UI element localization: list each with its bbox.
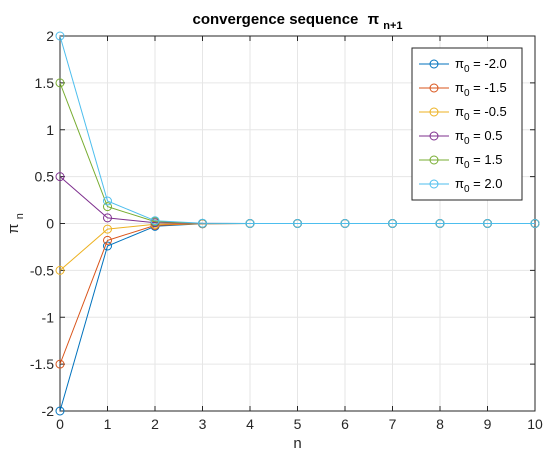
- data-point: [388, 219, 397, 228]
- legend-item: π0 = 0.5: [419, 128, 502, 147]
- x-tick-label: 3: [199, 416, 207, 432]
- legend-item: π0 = 2.0: [419, 176, 502, 195]
- legend-label-subscript: 0: [464, 112, 470, 123]
- data-point: [103, 213, 112, 223]
- chart-title: convergence sequence π n+1: [192, 11, 402, 32]
- y-tick-label: -2: [42, 403, 55, 419]
- data-point: [483, 219, 492, 228]
- legend-label: π0 = -1.5: [455, 80, 507, 99]
- data-point: [55, 406, 65, 416]
- y-tick-label: 0.5: [35, 169, 55, 185]
- data-point: [293, 219, 302, 228]
- y-tick-label: 0: [46, 216, 54, 232]
- legend-marker: [429, 59, 439, 69]
- y-axis-label-symbol: π: [5, 223, 22, 233]
- legend-label-value: = 1.5: [470, 152, 503, 167]
- data-point: [435, 219, 445, 228]
- data-point: [150, 216, 160, 226]
- chart-title-symbol: π: [368, 11, 380, 28]
- x-tick-label: 0: [56, 416, 64, 432]
- legend-marker: [429, 107, 439, 117]
- legend-label: π0 = 2.0: [455, 176, 502, 195]
- legend-label: π0 = -0.5: [455, 104, 507, 123]
- legend-label-symbol: π: [455, 80, 464, 95]
- tick-labels: 0 1 2 3 4 5 6 7 8 9 10 -2 -1.5 -1 -0.5 0 0.5 1 1.5 2: [30, 28, 543, 432]
- data-point: [530, 219, 540, 228]
- legend-marker: [429, 155, 439, 165]
- legend-item: π0 = -0.5: [419, 104, 507, 123]
- legend-marker: [429, 83, 439, 93]
- legend-label-subscript: 0: [464, 160, 470, 171]
- legend-box: [411, 47, 523, 201]
- x-tick-label: 9: [484, 416, 492, 432]
- legend-label-value: = 2.0: [470, 176, 503, 191]
- data-point: [103, 235, 112, 245]
- y-tick-label: -1.5: [30, 356, 54, 372]
- legend-label-value: = 0.5: [470, 128, 503, 143]
- data-point: [103, 196, 112, 206]
- data-point: [340, 219, 350, 228]
- x-tick-label: 8: [436, 416, 444, 432]
- legend-marker: [429, 131, 439, 141]
- legend-label-subscript: 0: [464, 64, 470, 75]
- data-point: [103, 241, 112, 251]
- data-point: [245, 219, 255, 228]
- x-tick-label: 6: [341, 416, 349, 432]
- y-tick-label: 2: [46, 28, 54, 44]
- x-tick-label: 7: [389, 416, 397, 432]
- y-axis-label-subscript: n: [14, 213, 26, 219]
- legend-label-symbol: π: [455, 152, 464, 167]
- legend-label-symbol: π: [455, 56, 464, 71]
- data-point: [198, 218, 207, 228]
- legend-label: π0 = 1.5: [455, 152, 502, 171]
- series-layer: [55, 31, 540, 416]
- legend-item: π0 = -2.0: [419, 56, 507, 75]
- legend-label-subscript: 0: [464, 136, 470, 147]
- x-tick-label: 2: [151, 416, 159, 432]
- legend-label-value: = -0.5: [470, 104, 507, 119]
- legend-label-symbol: π: [455, 128, 464, 143]
- y-axis-label: π n: [5, 213, 26, 234]
- x-tick-label: 5: [294, 416, 302, 432]
- legend-label: π0 = -2.0: [455, 56, 507, 75]
- data-point: [103, 224, 112, 234]
- legend-item: π0 = 1.5: [419, 152, 502, 171]
- legend-label-value: = -2.0: [470, 56, 507, 71]
- legend-label-subscript: 0: [464, 88, 470, 99]
- data-point: [55, 265, 65, 275]
- series-5: [55, 31, 540, 228]
- data-point: [103, 202, 112, 212]
- data-point: [55, 359, 65, 369]
- y-tick-label: 1.5: [35, 75, 55, 91]
- legend: π0 = -2.0π0 = -1.5π0 = -0.5π0 = 0.5π0 = …: [411, 47, 523, 201]
- x-tick-label: 1: [104, 416, 112, 432]
- legend-label-subscript: 0: [464, 184, 470, 195]
- data-point: [55, 78, 65, 88]
- data-point: [55, 172, 65, 182]
- legend-label-symbol: π: [455, 104, 464, 119]
- data-point: [55, 31, 65, 41]
- legend-marker: [429, 179, 439, 189]
- legend-label-symbol: π: [455, 176, 464, 191]
- y-tick-label: 1: [46, 122, 54, 138]
- chart-title-text: convergence sequence: [192, 11, 358, 28]
- x-tick-label: 4: [246, 416, 254, 432]
- legend-label: π0 = 0.5: [455, 128, 502, 147]
- legend-item: π0 = -1.5: [419, 80, 507, 99]
- chart-title-subscript: n+1: [383, 20, 402, 32]
- x-axis-label: n: [293, 435, 301, 452]
- y-tick-label: -0.5: [30, 262, 54, 278]
- y-tick-label: -1: [42, 309, 55, 325]
- legend-label-value: = -1.5: [470, 80, 507, 95]
- series-line: [59, 35, 535, 224]
- x-tick-label: 10: [527, 416, 543, 432]
